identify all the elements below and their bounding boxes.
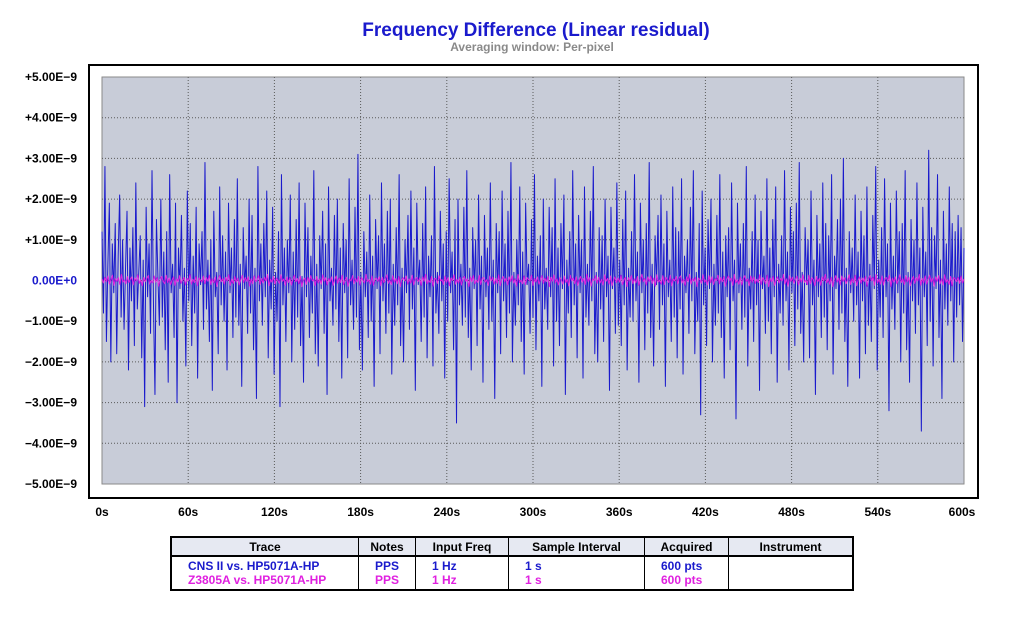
chart-title: Frequency Difference (Linear residual) <box>362 20 709 41</box>
y-tick-label: −5.00E−9 <box>25 477 77 491</box>
cell-trace: CNS II vs. HP5071A-HP <box>170 556 359 573</box>
cell-notes: PPS <box>358 573 416 590</box>
col-header-acquired: Acquired <box>644 536 729 557</box>
x-tick-label: 420s <box>692 505 719 519</box>
trace-table-header: Trace Notes Input Freq Sample Interval A… <box>170 536 854 557</box>
y-tick-label: −4.00E−9 <box>25 436 77 450</box>
table-row: CNS II vs. HP5071A-HP PPS 1 Hz 1 s 600 p… <box>170 556 854 573</box>
x-tick-label: 60s <box>178 505 198 519</box>
y-tick-label: −3.00E−9 <box>25 396 77 410</box>
trace-table: Trace Notes Input Freq Sample Interval A… <box>170 536 854 591</box>
col-header-trace: Trace <box>170 536 359 557</box>
y-axis-ticks: +5.00E−9 +4.00E−9 +3.00E−9 +2.00E−9 +1.00E−9… <box>25 70 77 491</box>
y-tick-label: −2.00E−9 <box>25 355 77 369</box>
col-header-sample-interval: Sample Interval <box>508 536 645 557</box>
chart-subtitle: Averaging window: Per-pixel <box>450 40 614 54</box>
series-layer <box>101 149 965 432</box>
x-tick-label: 600s <box>949 505 976 519</box>
y-tick-label: +2.00E−9 <box>25 192 77 206</box>
cell-acquired: 600 pts <box>644 556 729 573</box>
x-tick-label: 240s <box>433 505 460 519</box>
y-tick-label: −1.00E−9 <box>25 314 77 328</box>
x-tick-label: 120s <box>261 505 288 519</box>
cell-sample-interval: 1 s <box>508 573 645 590</box>
series-line-1 <box>101 149 965 432</box>
cell-input-freq: 1 Hz <box>415 573 509 590</box>
cell-notes: PPS <box>358 556 416 573</box>
y-tick-label: +5.00E−9 <box>25 70 77 84</box>
cell-instrument <box>728 556 854 573</box>
table-row: Z3805A vs. HP5071A-HP PPS 1 Hz 1 s 600 p… <box>170 573 854 590</box>
y-tick-label: +4.00E−9 <box>25 111 77 125</box>
y-tick-label: 0.00E+0 <box>32 274 77 288</box>
x-tick-label: 540s <box>864 505 891 519</box>
series-line-2 <box>101 273 965 288</box>
col-header-notes: Notes <box>358 536 416 557</box>
x-tick-label: 0s <box>95 505 109 519</box>
cell-instrument <box>728 573 854 590</box>
x-tick-label: 180s <box>347 505 374 519</box>
x-tick-label: 480s <box>778 505 805 519</box>
col-header-instrument: Instrument <box>728 536 854 557</box>
cell-sample-interval: 1 s <box>508 556 645 573</box>
cell-acquired: 600 pts <box>644 573 729 590</box>
x-axis-ticks: 0s 60s 120s 180s 240s 300s 360s 420s 480s 540s 600… <box>95 505 975 519</box>
y-tick-label: +3.00E−9 <box>25 151 77 165</box>
x-tick-label: 300s <box>520 505 547 519</box>
cell-trace: Z3805A vs. HP5071A-HP <box>170 573 359 590</box>
cell-input-freq: 1 Hz <box>415 556 509 573</box>
x-tick-label: 360s <box>606 505 633 519</box>
y-tick-label: +1.00E−9 <box>25 233 77 247</box>
grid-lines <box>102 77 964 484</box>
col-header-input-freq: Input Freq <box>415 536 509 557</box>
